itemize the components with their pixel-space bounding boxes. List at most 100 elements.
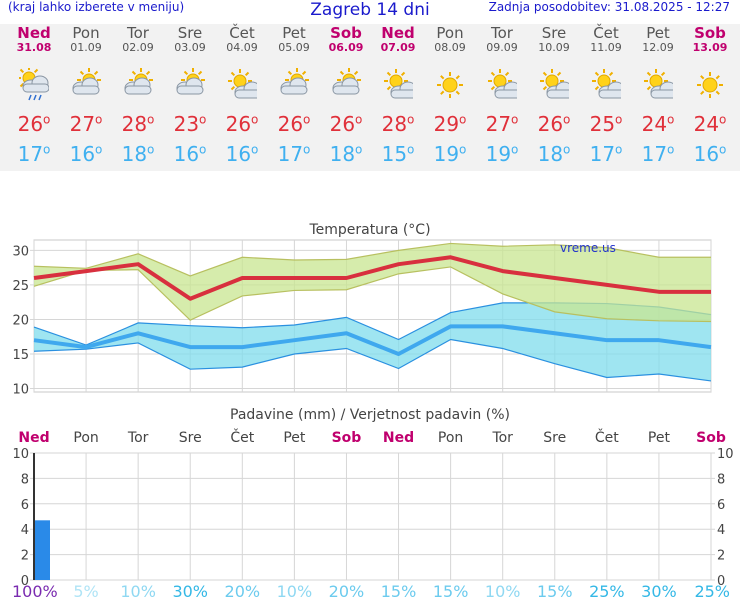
page-title: Zagreb 14 dni [310,0,430,20]
precipitation-chart-title: Padavine (mm) / Verjetnost padavin (%) [230,407,510,423]
precipitation-day-label: Sre [543,430,566,446]
last-update: Zadnja posodobitev: 31.08.2025 - 12:27 [488,0,730,14]
min-temperature-range-band-lower-edge [33,338,712,382]
menu-hint[interactable]: (kraj lahko izberete v meniju) [8,0,185,14]
precipitation-probability-label: 25% [694,582,730,600]
temp-min: 16o [225,142,259,166]
day-name: Sob [330,24,362,42]
cloudy-sun-icon [123,68,153,102]
day-column: Pon 01.09 27o 16o [60,24,112,166]
precipitation-day-label: Čet [230,428,254,446]
precipitation-y-tick-label-left: 0 [21,574,29,589]
partly-cloudy-icon [591,68,626,102]
partly-cloudy-icon [539,68,574,102]
temp-max: 26o [329,112,363,136]
day-column: Sre 10.09 26o 18o [528,24,580,166]
temp-min: 18o [121,142,155,166]
precipitation-day-label: Ned [18,430,49,446]
precipitation-probability-label: 25% [589,582,625,600]
day-date: 09.09 [486,41,518,54]
precipitation-day-label: Pet [648,430,671,446]
day-date: 01.09 [70,41,102,54]
temp-min: 16o [173,142,207,166]
day-date: 10.09 [538,41,570,54]
precipitation-day-label: Čet [595,428,619,446]
day-column: Čet 04.09 26o 16o [216,24,268,166]
precipitation-probability-label: 20% [225,582,261,600]
precipitation-day-label: Tor [127,430,149,446]
temp-min: 18o [537,142,571,166]
day-name: Sob [694,24,726,42]
day-name: Pet [646,24,670,42]
rain-sun-cloud-icon [17,66,50,102]
temp-min: 19o [433,142,467,166]
temp-max: 29o [433,112,467,136]
temp-max: 27o [485,112,519,136]
day-date: 05.09 [278,41,310,54]
day-column: Sob 06.09 26o 18o [320,24,372,166]
temp-min: 17o [589,142,623,166]
day-name: Čet [229,24,255,42]
cloudy-sun-icon [279,68,309,102]
precipitation-bar [35,520,50,580]
day-column: Ned 07.09 28o 15o [372,24,424,166]
day-name: Pon [72,24,100,42]
precipitation-probability-label: 20% [329,582,365,600]
day-date: 12.09 [642,41,674,54]
partly-cloudy-icon [487,68,522,102]
temp-min: 18o [329,142,363,166]
precipitation-y-tick-label-right: 0 [717,574,725,589]
precipitation-y-tick-label-right: 8 [717,472,725,487]
day-column: Tor 02.09 28o 18o [112,24,164,166]
precipitation-day-label: Pon [73,430,98,446]
watermark-text: vreme.us [560,241,616,255]
temp-min: 17o [277,142,311,166]
day-name: Ned [17,24,51,42]
temp-max: 23o [173,112,207,136]
day-name: Tor [127,24,149,42]
temp-min: 16o [693,142,727,166]
temperature-y-tick-label: 30 [12,244,29,259]
max-temperature-range-band-lower-edge [33,266,712,323]
max-temperature-line [33,255,711,301]
precipitation-y-tick-label-right: 10 [717,447,734,462]
temp-max: 24o [693,112,727,136]
precipitation-day-label: Tor [491,430,513,446]
precipitation-probability-label: 100% [12,582,58,600]
precipitation-probability-label: 15% [433,582,469,600]
cloudy-sun-icon [331,68,361,102]
temp-max: 26o [537,112,571,136]
temp-min: 16o [69,142,103,166]
header-bar: (kraj lahko izberete v meniju) Zagreb 14… [0,0,740,22]
day-date: 04.09 [226,41,258,54]
sun-icon [695,68,725,102]
day-name: Sre [177,24,203,42]
temperature-y-tick-label: 10 [12,383,29,398]
day-date: 31.08 [16,41,52,54]
sun-icon [435,68,465,102]
cloudy-sun-icon [175,68,205,102]
precipitation-y-tick-label-right: 6 [717,498,725,513]
day-column: Sob 13.09 24o 16o [684,24,736,166]
day-date: 11.09 [590,41,622,54]
day-column: Sre 03.09 23o 16o [164,24,216,166]
partly-cloudy-icon [383,68,418,102]
day-name: Sre [541,24,567,42]
temperature-y-tick-label: 25 [12,279,29,294]
precipitation-probability-label: 10% [485,582,521,600]
precipitation-y-tick-label-right: 2 [717,549,725,564]
precipitation-day-label: Sre [179,430,202,446]
max-temperature-range-band-upper-edge [33,242,711,277]
day-name: Pon [436,24,464,42]
precipitation-day-label: Sob [332,430,362,446]
day-date: 03.09 [174,41,206,54]
partly-cloudy-icon [643,68,678,102]
day-date: 02.09 [122,41,154,54]
day-name: Pet [282,24,306,42]
day-date: 07.09 [380,41,416,54]
temp-min: 15o [381,142,415,166]
precipitation-probability-label: 5% [73,582,98,600]
temp-max: 28o [121,112,155,136]
precipitation-plot-frame [33,452,712,581]
day-column: Tor 09.09 27o 19o [476,24,528,166]
